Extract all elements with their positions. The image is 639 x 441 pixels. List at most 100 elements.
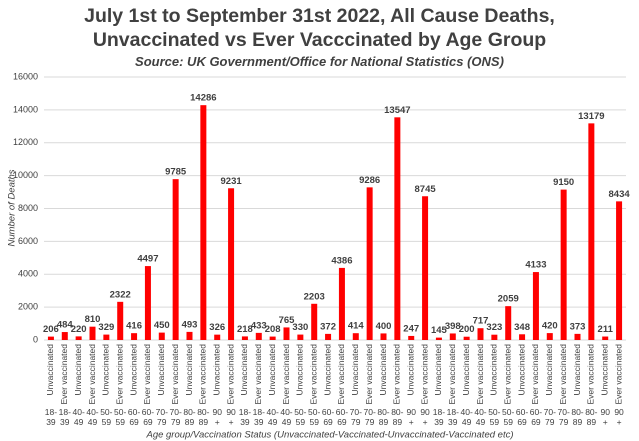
data-label: 416 [126,321,142,332]
chart-subtitle: Source: UK Government/Office for Nationa… [135,54,504,69]
data-label: 9785 [165,167,187,178]
bar [186,331,193,340]
age-group-label: 90+ [420,407,430,427]
x-tick-label: Ever vaccinated [392,344,402,405]
data-label: 810 [85,314,101,325]
bar [117,301,124,340]
x-tick-label: Unvaccinated [572,344,582,396]
bar [352,333,359,340]
bar [491,334,498,340]
bar [408,335,415,340]
data-label: 247 [403,323,419,334]
age-group-label: 40-49 [474,407,487,427]
x-tick-label: Ever vaccinated [475,344,485,405]
data-label: 323 [486,322,502,333]
x-tick-label: Unvaccinated [433,344,443,396]
x-tick-label: Ever vaccinated [142,344,152,405]
age-group-label: 60-69 [335,407,349,427]
data-label: 2322 [110,289,131,300]
x-tick-label: Unvaccinated [239,344,249,396]
age-group-label: 50-59 [114,407,127,427]
age-group-label: 80-89 [391,407,404,427]
bar [297,334,304,340]
data-label: 326 [209,322,225,333]
data-label: 372 [320,321,336,332]
x-tick-label: Ever vaccinated [253,344,263,405]
data-label: 398 [445,321,461,332]
data-label: 433 [251,320,267,331]
bar [394,117,401,340]
age-group-label: 50-59 [100,407,113,427]
age-group-label: 70-79 [155,407,168,427]
bar [616,201,623,340]
x-tick-label: Unvaccinated [378,344,388,396]
bar [546,333,553,340]
age-group-label: 40-49 [460,407,473,427]
data-label: 493 [182,319,198,330]
data-label: 211 [598,324,614,335]
age-group-label: 90+ [614,407,624,427]
x-tick-label: Ever vaccinated [336,344,346,405]
bar [422,196,429,340]
bar [380,333,387,340]
x-tick-label: Unvaccinated [45,344,55,396]
age-group-label: 80-89 [377,407,390,427]
bar [200,105,207,340]
age-group-label: 50-59 [294,407,307,427]
age-group-label: 40-49 [266,407,279,427]
data-label: 13179 [578,111,604,122]
bar [532,272,539,340]
x-tick-label: Ever vaccinated [530,344,540,405]
bar [477,328,484,340]
x-tick-label: Ever vaccinated [419,344,429,405]
x-tick-label: Ever vaccinated [558,344,568,405]
y-tick-label: 4000 [18,269,38,279]
y-tick-label: 16000 [13,71,38,81]
data-label: 200 [459,324,475,335]
data-label: 2203 [304,291,325,302]
bar [311,303,318,340]
chart-title: July 1st to September 31st 2022, All Cau… [84,5,555,51]
x-tick-label: Unvaccinated [73,344,83,396]
data-label: 484 [57,320,74,331]
x-tick-label: Unvaccinated [350,344,360,396]
age-group-label: 50-59 [488,407,501,427]
bar [560,189,567,340]
age-group-label: 90+ [212,407,222,427]
data-label: 9231 [221,176,243,187]
age-group-label: 60-69 [529,407,543,427]
x-tick-label: Unvaccinated [599,344,609,396]
x-tick-label: Ever vaccinated [114,344,124,405]
age-group-label: 18-39 [58,407,71,427]
data-label: 420 [542,321,558,332]
bar [269,336,276,340]
x-tick-label: Ever vaccinated [198,344,208,405]
x-tick-label: Unvaccinated [322,344,332,396]
data-label: 717 [473,316,489,327]
data-label: 9150 [553,177,574,188]
data-label: 206 [43,324,59,335]
age-group-label: 60-69 [127,407,141,427]
x-tick-label: Ever vaccinated [613,344,623,405]
x-tick-label: Ever vaccinated [308,344,318,405]
data-label: 8745 [415,184,437,195]
bar [574,333,581,340]
data-label: 400 [376,321,392,332]
y-tick-label: 2000 [18,302,38,312]
data-label: 4386 [331,255,352,266]
age-group-label: 80-89 [571,407,584,427]
bar [519,334,526,340]
x-tick-label: Unvaccinated [405,344,415,396]
x-tick-label: Ever vaccinated [225,344,235,405]
data-label: 220 [71,324,87,335]
age-group-label: 70-79 [169,407,182,427]
data-label: 218 [237,324,253,335]
x-tick-label: Unvaccinated [461,344,471,396]
data-label: 330 [292,322,308,333]
data-label: 765 [279,315,296,326]
age-group-label: 40-49 [72,407,85,427]
age-group-label: 90+ [226,407,236,427]
x-tick-label: Unvaccinated [267,344,277,396]
bar [89,326,96,340]
